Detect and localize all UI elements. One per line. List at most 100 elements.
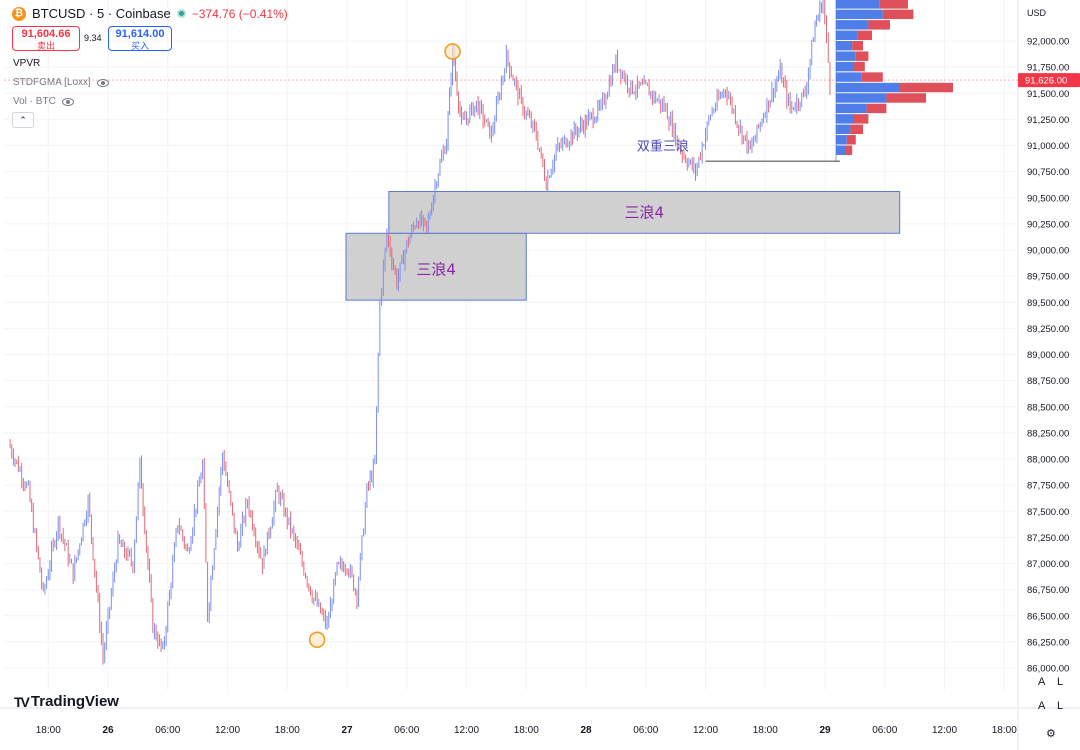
volume-profile-up-bar: [836, 82, 899, 93]
price-tick-label: 86,250.00: [1027, 637, 1069, 648]
sell-label: 卖出: [36, 41, 55, 51]
volume-profile-down-bar: [846, 135, 856, 145]
time-tick-label: 06:00: [633, 725, 658, 736]
hidden-eye-icon[interactable]: [96, 78, 109, 87]
time-tick-label: 18:00: [36, 725, 61, 736]
price-tick-label: 91,750.00: [1027, 63, 1069, 74]
indicator-vpvr[interactable]: VPVR: [13, 58, 40, 69]
sell-price: 91,604.66: [21, 28, 71, 40]
volume-profile-up-bar: [836, 72, 862, 82]
market-open-icon: [176, 9, 186, 18]
currency-selector[interactable]: USD: [1027, 8, 1047, 18]
volume-profile: [835, 0, 953, 162]
time-tick-label: 12:00: [693, 725, 718, 736]
log-scale-button-2[interactable]: L: [1057, 700, 1064, 712]
hidden-eye-icon[interactable]: [61, 97, 74, 106]
price-axis[interactable]: 86,000.00 86,250.00 86,500.00 86,750.00 87,0…: [1018, 37, 1080, 675]
pivot-marker: [444, 43, 461, 60]
volume-profile-down-bar: [850, 124, 863, 135]
time-tick-label: 27: [341, 725, 353, 736]
auto-scale-button[interactable]: A: [1038, 676, 1046, 688]
price-tick-label: 90,500.00: [1027, 193, 1069, 204]
volume-profile-down-bar: [855, 51, 869, 61]
volume-profile-up-bar: [836, 51, 856, 61]
annotations: 三浪4 三浪4 双重三浪: [308, 43, 840, 649]
tradingview-logo[interactable]: TV TradingView: [14, 693, 119, 710]
price-tick-label: 91,000.00: [1027, 141, 1069, 152]
volume-profile-up-bar: [836, 30, 858, 40]
price-tick-label: 91,250.00: [1027, 115, 1069, 126]
volume-profile-up-bar: [836, 135, 847, 145]
wave-annotation: 双重三浪: [637, 139, 689, 155]
time-tick-label: 18:00: [514, 725, 539, 736]
price-tick-label: 90,250.00: [1027, 219, 1069, 230]
time-tick-label: 12:00: [932, 725, 957, 736]
buy-button[interactable]: 91,614.00 买入: [108, 26, 172, 51]
volume-profile-down-bar: [854, 61, 865, 72]
bitcoin-icon: ₿: [12, 6, 26, 21]
volume-profile-down-bar: [879, 0, 908, 9]
price-change: −374.76 (−0.41%): [191, 6, 288, 21]
price-tick-label: 89,250.00: [1027, 324, 1069, 335]
time-tick-label: 12:00: [454, 725, 479, 736]
tradingview-wordmark: TradingView: [30, 693, 119, 710]
symbol-header[interactable]: ₿ BTCUSD · 5 · Coinbase −374.76 (−0.41%): [12, 6, 288, 21]
time-tick-label: 26: [102, 725, 114, 736]
time-axis[interactable]: 18:00 26 06:00 12:00 18:00 27 06:00 12:00 18:00 2…: [36, 725, 1017, 736]
symbol-title[interactable]: BTCUSD · 5 · Coinbase: [32, 6, 171, 21]
price-tick-label: 86,500.00: [1027, 611, 1069, 622]
volume-profile-down-bar: [899, 82, 953, 93]
auto-scale-button-2[interactable]: A: [1038, 700, 1046, 712]
volume-profile-down-bar: [854, 114, 869, 124]
wave-zone-label: 三浪4: [416, 261, 456, 279]
time-tick-label: 06:00: [394, 725, 419, 736]
volume-profile-down-bar: [857, 30, 872, 40]
volume-profile-up-bar: [836, 9, 883, 20]
wave-zone-box: [388, 190, 901, 234]
volume-profile-up-bar: [836, 103, 867, 114]
collapse-indicators-button[interactable]: ⌃: [12, 112, 34, 128]
time-tick-label: 18:00: [275, 725, 300, 736]
wave-zone-box: [345, 232, 527, 301]
buy-price: 91,614.00: [115, 28, 165, 40]
price-tick-label: 87,000.00: [1027, 559, 1069, 570]
tradingview-icon: TV: [14, 693, 30, 710]
volume-profile-up-bar: [836, 0, 880, 9]
time-tick-label: 12:00: [215, 725, 240, 736]
indicator-volume[interactable]: Vol · BTC: [13, 96, 74, 107]
volume-profile-down-bar: [845, 145, 853, 155]
volume-profile-up-bar: [836, 20, 869, 30]
settings-icon[interactable]: ⚙: [1046, 728, 1056, 740]
volume-profile-up-bar: [836, 41, 853, 51]
indicator-stdfgma-label: STDFGMA [Loxx]: [13, 77, 91, 88]
volume-profile-down-bar: [886, 93, 926, 103]
price-tick-label: 91,500.00: [1027, 89, 1069, 100]
log-scale-button[interactable]: L: [1057, 676, 1064, 688]
indicator-stdfgma[interactable]: STDFGMA [Loxx]: [13, 77, 109, 88]
time-tick-label: 28: [580, 725, 592, 736]
volume-profile-down-bar: [868, 20, 890, 30]
indicator-vpvr-label: VPVR: [13, 58, 41, 69]
time-tick-label: 29: [819, 725, 831, 736]
price-tick-label: 90,750.00: [1027, 167, 1069, 178]
volume-profile-up-bar: [836, 114, 854, 124]
price-tick-label: 87,250.00: [1027, 533, 1069, 544]
price-tick-label: 89,750.00: [1027, 272, 1069, 283]
price-tick-label: 86,000.00: [1027, 664, 1069, 675]
price-tick-label: 87,500.00: [1027, 507, 1069, 518]
buy-label: 买入: [130, 41, 149, 51]
zones: [345, 190, 901, 301]
last-price-label: 91,626.00: [1025, 76, 1067, 87]
volume-profile-down-bar: [866, 103, 887, 114]
price-tick-label: 88,500.00: [1027, 402, 1069, 413]
pivot-marker: [308, 631, 326, 649]
wave-zone-label: 三浪4: [624, 203, 664, 221]
time-tick-label: 18:00: [992, 725, 1017, 736]
price-tick-label: 87,750.00: [1027, 481, 1069, 492]
spread-value: 9.34: [84, 33, 102, 43]
volume-profile-up-bar: [836, 93, 887, 103]
price-tick-label: 88,250.00: [1027, 428, 1069, 439]
sell-button[interactable]: 91,604.66 卖出: [12, 26, 80, 51]
